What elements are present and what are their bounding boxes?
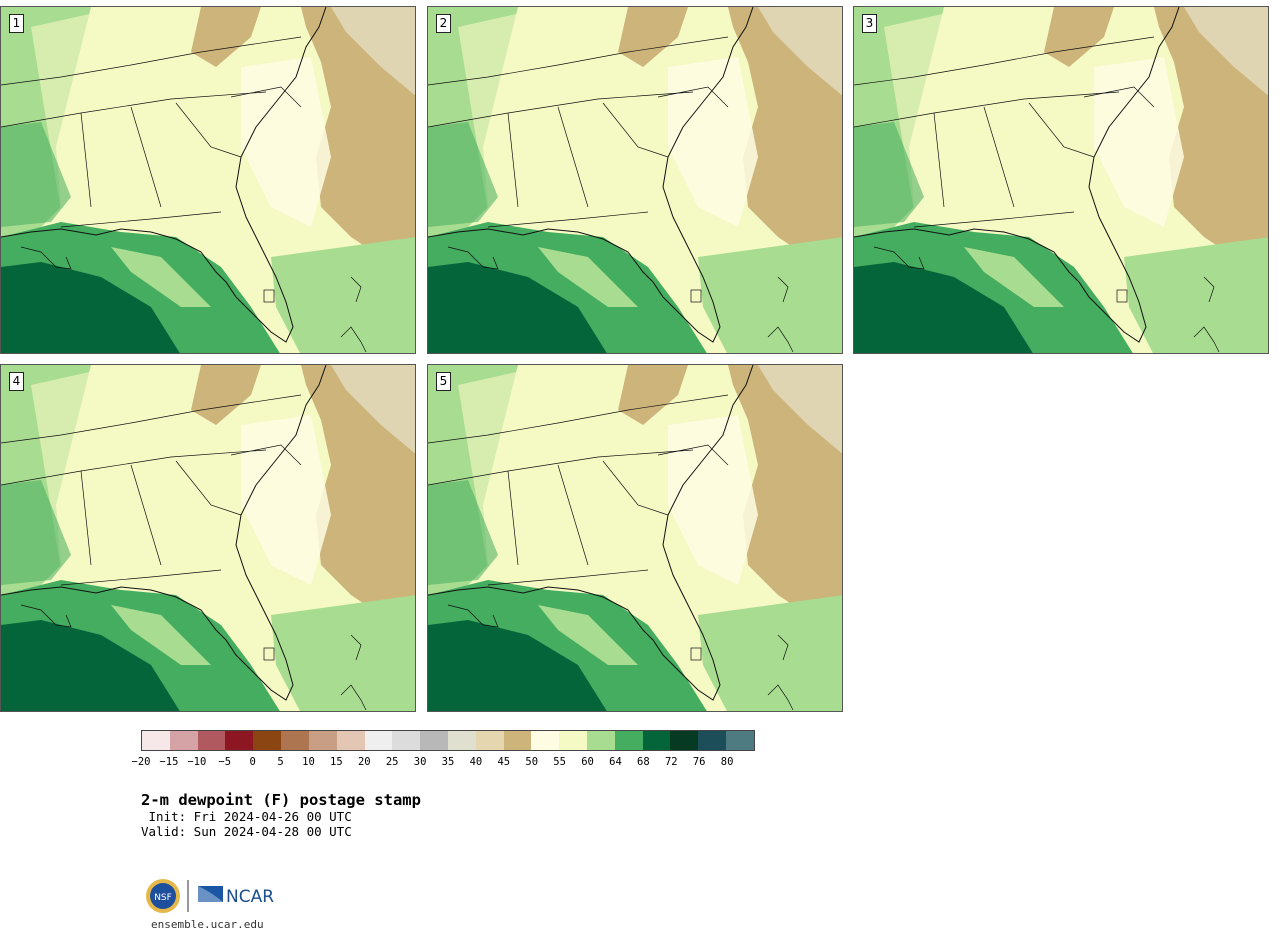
colorbar-box-18 xyxy=(642,731,671,750)
colorbar-tick-label: 80 xyxy=(720,756,734,768)
colorbar-box-2 xyxy=(197,731,226,750)
map-3 xyxy=(854,7,1268,353)
panel-3: 3 xyxy=(853,6,1269,354)
nsf-ncar-logo: NSF NCAR xyxy=(143,876,278,918)
colorbar-box-1 xyxy=(169,731,198,750)
plot-title: 2-m dewpoint (F) postage stamp xyxy=(141,791,421,809)
colorbar-box-7 xyxy=(336,731,365,750)
colorbar-tick-label: −20 xyxy=(131,756,151,768)
panel-label: 4 xyxy=(9,372,24,391)
colorbar-tick-label: 50 xyxy=(525,756,539,768)
colorbar-box-20 xyxy=(698,731,727,750)
colorbar-ticks: −20 −15 −10 −5 0 5 10 15 20 25 30 35 40 45 50 55 60 64 68 7… xyxy=(132,751,755,771)
colorbar-box-8 xyxy=(364,731,393,750)
colorbar-tick-label: −10 xyxy=(187,756,207,768)
map-1 xyxy=(1,7,415,353)
panel-label: 2 xyxy=(436,14,451,33)
colorbar-box-4 xyxy=(253,731,282,750)
colorbar-box-11 xyxy=(447,731,476,750)
colorbar-box-6 xyxy=(308,731,337,750)
panel-5: 5 xyxy=(427,364,843,712)
colorbar-tick-label: 72 xyxy=(664,756,678,768)
colorbar-box-12 xyxy=(475,731,504,750)
colorbar-box-19 xyxy=(670,731,699,750)
colorbar-tick-label: 0 xyxy=(249,756,256,768)
colorbar-tick-label: 76 xyxy=(692,756,706,768)
map-4 xyxy=(1,365,415,711)
colorbar-box-15 xyxy=(559,731,587,750)
colorbar-tick-label: −5 xyxy=(218,756,232,768)
panel-4: 4 xyxy=(0,364,416,712)
colorbar-tick-label: 60 xyxy=(581,756,594,768)
colorbar-box-10 xyxy=(420,731,448,750)
colorbar-tick-label: 55 xyxy=(553,756,566,768)
logo-graphic: NSF NCAR xyxy=(146,879,274,913)
colorbar-tick-label: 10 xyxy=(302,756,315,768)
valid-time: Valid: Sun 2024-04-28 00 UTC xyxy=(141,824,352,839)
colorbar-box-3 xyxy=(225,731,254,750)
colorbar-tick-label: 25 xyxy=(385,756,399,768)
colorbar-box-16 xyxy=(587,731,615,750)
colorbar-box-13 xyxy=(503,731,532,750)
colorbar-tick-label: 30 xyxy=(413,756,427,768)
colorbar-box-0 xyxy=(142,731,170,750)
colorbar-tick-label: 64 xyxy=(609,756,622,768)
colorbar-box-14 xyxy=(531,731,560,750)
panel-label: 1 xyxy=(9,14,24,33)
logo-url: ensemble.ucar.edu xyxy=(151,918,264,931)
colorbar-tick-label: 20 xyxy=(357,756,371,768)
map-5 xyxy=(428,365,842,711)
colorbar-tick-label: 35 xyxy=(441,756,455,768)
panel-label: 5 xyxy=(436,372,451,391)
colorbar-tick-label: 68 xyxy=(637,756,650,768)
colorbar-tick-label: 15 xyxy=(330,756,343,768)
colorbar-box-5 xyxy=(281,731,309,750)
panel-1: 1 xyxy=(0,6,416,354)
colorbar-tick-label: −15 xyxy=(159,756,179,768)
colorbar-tick-label: 45 xyxy=(497,756,511,768)
colorbar-tick-label: 5 xyxy=(277,756,284,768)
colorbar-box-9 xyxy=(392,731,421,750)
map-2 xyxy=(428,7,842,353)
init-time: Init: Fri 2024-04-26 00 UTC xyxy=(141,809,352,824)
nsf-text: NSF xyxy=(154,893,172,903)
colorbar-box-17 xyxy=(614,731,643,750)
colorbar xyxy=(141,730,755,751)
ncar-text: NCAR xyxy=(226,887,274,907)
colorbar-box-21 xyxy=(726,731,754,750)
panel-2: 2 xyxy=(427,6,843,354)
panel-label: 3 xyxy=(862,14,877,33)
colorbar-tick-label: 40 xyxy=(469,756,483,768)
